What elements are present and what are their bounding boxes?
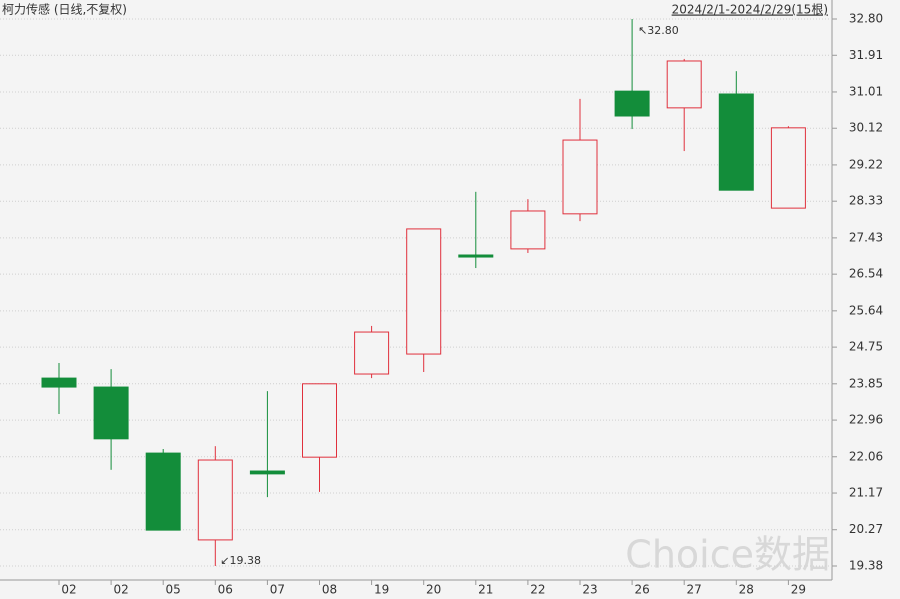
watermark: Choice数据 [625,533,830,577]
candle-body [406,228,442,355]
candle-body [302,383,337,458]
y-tick-label: 21.17 [849,486,883,500]
y-tick-label: 20.27 [849,522,883,536]
candle-body [197,459,233,541]
candle-body [562,139,598,215]
candle-body [249,470,285,475]
x-tick-label: 08 [322,583,337,597]
x-tick-label: 28 [739,583,754,597]
x-tick-label: 02 [113,583,128,597]
x-tick-label: 06 [218,583,233,597]
y-tick-label: 29.22 [849,157,883,171]
y-tick-label: 28.33 [849,194,883,208]
y-tick-label: 31.01 [849,84,883,98]
x-tick-label: 05 [166,583,181,597]
y-tick-label: 24.75 [849,340,883,354]
x-tick-label: 20 [426,583,441,597]
x-tick-label: 21 [478,583,493,597]
candle-body [770,127,806,209]
y-tick-label: 31.91 [849,48,883,62]
x-tick-label: 02 [61,583,76,597]
candle-body [93,386,129,440]
candle-body [458,254,494,258]
x-tick-label: 19 [374,583,389,597]
x-tick-label: 07 [270,583,285,597]
x-tick-label: 29 [791,583,806,597]
y-tick-label: 30.12 [849,121,883,135]
x-tick-label: 22 [530,583,545,597]
y-tick-label: 22.06 [849,449,883,463]
x-tick-label: 23 [582,583,597,597]
date-range: 2024/2/1-2024/2/29(15根) [672,3,828,17]
x-tick-label: 27 [687,583,702,597]
y-tick-label: 19.38 [849,559,883,573]
min-annotation: ↙19.38 [220,554,261,567]
y-tick-label: 26.54 [849,267,883,281]
candle-body [666,60,702,109]
candle-body [145,452,181,531]
candle-body [354,331,390,375]
max-annotation: ↖32.80 [638,24,679,37]
candle-body [718,93,754,191]
y-tick-label: 32.80 [849,12,883,26]
candle-body [510,210,546,250]
y-tick-label: 27.43 [849,230,883,244]
candle-body [614,90,650,117]
y-tick-label: 25.64 [849,303,883,317]
y-tick-label: 23.85 [849,376,883,390]
x-tick-label: 26 [634,583,649,597]
chart-title: 柯力传感 (日线,不复权) [2,2,127,17]
y-tick-label: 22.96 [849,413,883,427]
candle-body [41,377,77,388]
